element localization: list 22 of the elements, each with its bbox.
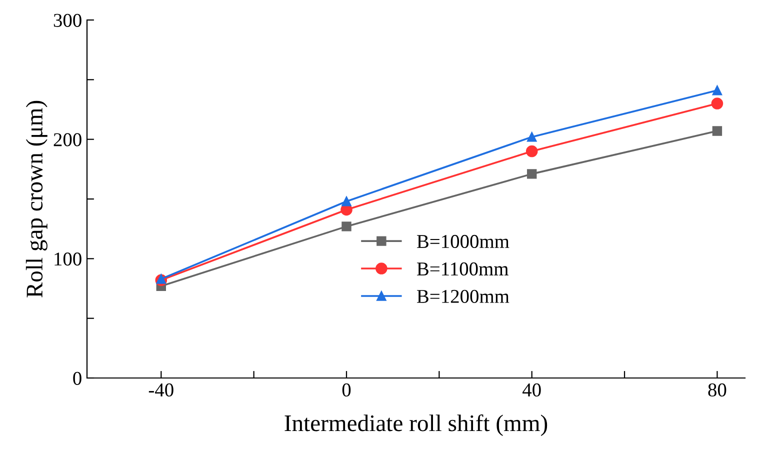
point	[342, 196, 352, 206]
x-axis-title: Intermediate roll shift (mm)	[284, 414, 548, 436]
point	[711, 98, 724, 110]
legend-label: B=1000mm	[416, 234, 510, 248]
y-tick-label: 0	[73, 372, 82, 385]
y-tick-label: 300	[54, 14, 82, 27]
x-tick-label: 80	[708, 383, 726, 397]
legend-label: B=1200mm	[416, 290, 510, 303]
x-tick-label: -40	[148, 383, 174, 397]
x-tick-label: 0	[342, 383, 351, 397]
legend-label: B=1100mm	[416, 262, 508, 276]
point	[526, 145, 538, 158]
point	[526, 169, 537, 179]
point	[342, 222, 352, 232]
y-tick-label: 100	[54, 252, 82, 266]
point	[712, 86, 722, 96]
point	[526, 132, 537, 142]
x-tick-label: 40	[522, 383, 541, 397]
y-axis-title: Roll gap crown (μm)	[26, 100, 48, 298]
point	[156, 274, 166, 284]
point	[712, 126, 722, 136]
y-tick-label: 200	[54, 133, 82, 146]
